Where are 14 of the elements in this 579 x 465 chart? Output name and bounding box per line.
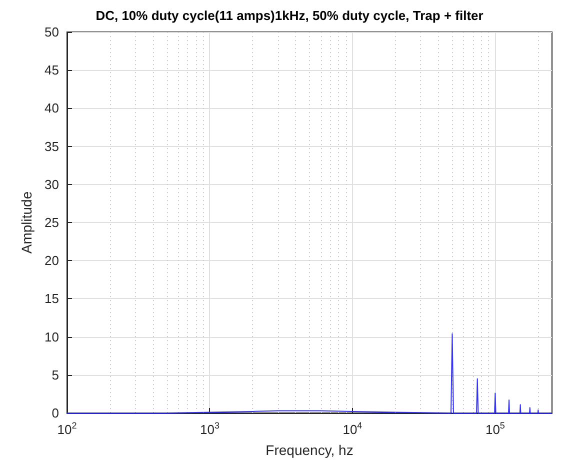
y-tick-label: 50 [44,24,59,40]
y-tick-label: 45 [44,62,59,78]
chart-title: DC, 10% duty cycle(11 amps)1kHz, 50% duty cycle, Trap + filter [96,8,484,23]
y-tick-label: 35 [44,138,59,154]
y-tick-label: 15 [44,291,59,306]
y-tick-label: 10 [44,329,59,344]
y-tick-label: 30 [44,176,59,192]
y-tick-label: 20 [44,253,59,268]
y-axis-title: Amplitude [18,191,35,254]
x-axis-title: Frequency, hz [266,442,354,458]
y-tick-label: 40 [44,100,59,116]
y-tick-label: 5 [52,367,59,382]
y-tick-label: 0 [52,406,59,420]
y-tick-label: 25 [44,215,59,230]
